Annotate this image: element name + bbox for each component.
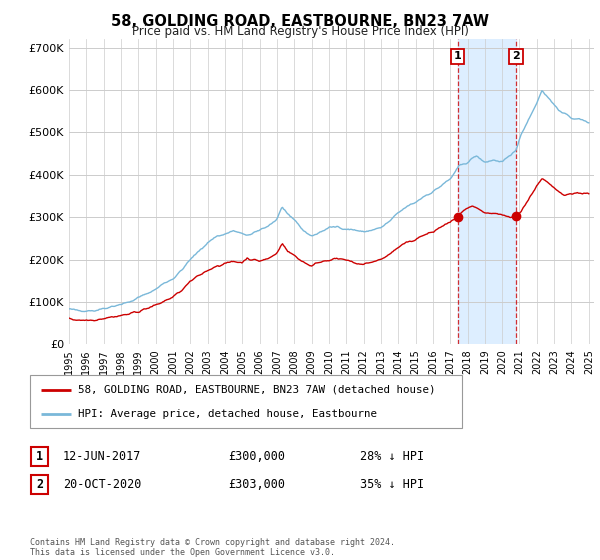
Text: 35% ↓ HPI: 35% ↓ HPI	[360, 478, 424, 491]
Text: 1: 1	[454, 52, 461, 62]
Text: 20-OCT-2020: 20-OCT-2020	[63, 478, 142, 491]
Text: HPI: Average price, detached house, Eastbourne: HPI: Average price, detached house, East…	[77, 409, 377, 419]
Text: £303,000: £303,000	[228, 478, 285, 491]
Bar	[458, 39, 516, 344]
Text: £300,000: £300,000	[228, 450, 285, 463]
Text: 12-JUN-2017: 12-JUN-2017	[63, 450, 142, 463]
Text: Contains HM Land Registry data © Crown copyright and database right 2024.
This d: Contains HM Land Registry data © Crown c…	[30, 538, 395, 557]
Text: 58, GOLDING ROAD, EASTBOURNE, BN23 7AW: 58, GOLDING ROAD, EASTBOURNE, BN23 7AW	[111, 14, 489, 29]
Text: 58, GOLDING ROAD, EASTBOURNE, BN23 7AW (detached house): 58, GOLDING ROAD, EASTBOURNE, BN23 7AW (…	[77, 385, 435, 395]
Text: 1: 1	[36, 450, 43, 463]
Text: 2: 2	[512, 52, 520, 62]
Text: Price paid vs. HM Land Registry's House Price Index (HPI): Price paid vs. HM Land Registry's House …	[131, 25, 469, 38]
Text: 28% ↓ HPI: 28% ↓ HPI	[360, 450, 424, 463]
Text: 2: 2	[36, 478, 43, 491]
